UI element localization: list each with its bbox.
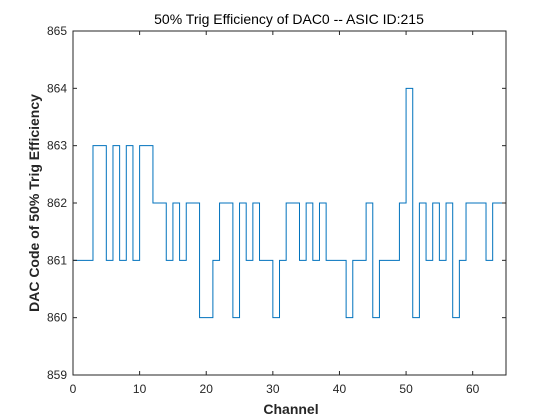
chart-title: 50% Trig Efficiency of DAC0 -- ASIC ID:2… bbox=[154, 11, 424, 27]
y-tick-label: 859 bbox=[47, 368, 67, 382]
y-tick-label: 860 bbox=[47, 311, 67, 325]
y-tick-label: 863 bbox=[47, 139, 67, 153]
y-tick-label: 865 bbox=[47, 24, 67, 38]
x-tick-label: 60 bbox=[466, 382, 480, 396]
x-tick-label: 0 bbox=[70, 382, 77, 396]
series-layer bbox=[73, 87, 506, 319]
y-tick-label: 861 bbox=[47, 253, 67, 267]
y-tick-label: 864 bbox=[47, 81, 67, 95]
x-axis: 0 10 20 30 40 50 60 bbox=[70, 31, 480, 396]
x-tick-label: 10 bbox=[133, 382, 147, 396]
y-axis: 859 860 861 862 863 864 865 bbox=[47, 24, 506, 382]
y-tick-label: 862 bbox=[47, 196, 67, 210]
x-axis-label: Channel bbox=[263, 401, 318, 417]
x-tick-label: 40 bbox=[333, 382, 347, 396]
x-tick-label: 30 bbox=[266, 382, 280, 396]
x-tick-label: 50 bbox=[399, 382, 413, 396]
series-line bbox=[73, 87, 506, 319]
y-axis-label: DAC Code of 50% Trig Efficiency bbox=[26, 94, 42, 312]
x-tick-label: 20 bbox=[200, 382, 214, 396]
